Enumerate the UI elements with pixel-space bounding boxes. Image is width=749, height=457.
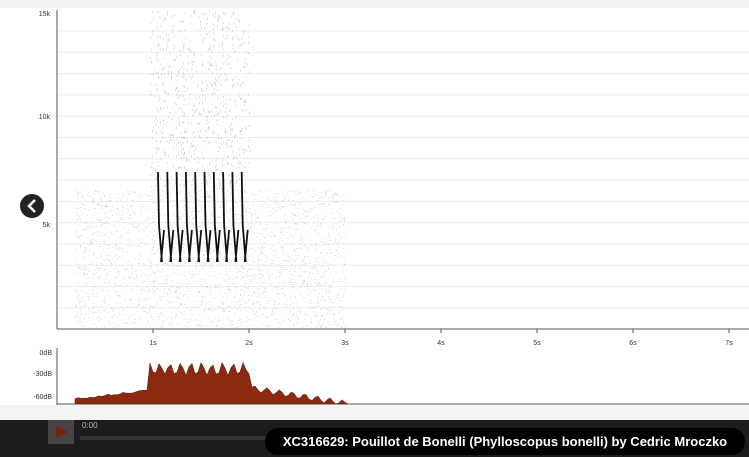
play-icon [56, 426, 68, 438]
x-label: 2s [245, 340, 253, 347]
progress-track [80, 436, 270, 440]
x-label: 7s [725, 340, 733, 347]
x-label: 6s [629, 340, 637, 347]
prev-button[interactable] [18, 192, 46, 220]
noise [75, 10, 346, 329]
x-label: 3s [341, 340, 349, 347]
db-label: -60dB [33, 394, 52, 401]
y-label: 5k [43, 222, 51, 229]
x-label: 1s [149, 340, 157, 347]
x-label: 4s [437, 340, 445, 347]
song-strokes [157, 171, 249, 263]
y-label: 10k [39, 114, 51, 121]
spectrogram-grid [57, 30, 749, 309]
db-label: 0dB [40, 350, 53, 357]
spacer [0, 405, 749, 420]
chevron-icon [27, 199, 36, 213]
caption: XC316629: Pouillot de Bonelli (Phyllosco… [283, 434, 727, 449]
y-labels: 15k 10k 5k [39, 11, 51, 229]
y-label: 15k [39, 11, 51, 18]
time: 0:00 [82, 421, 98, 430]
db-label: -30dB [33, 371, 52, 378]
x-label: 5s [533, 340, 541, 347]
caption-box [265, 428, 745, 455]
spectrogram [75, 10, 346, 329]
waveform [74, 361, 349, 405]
x-labels: 1s 2s 3s 4s 5s 6s 7s [149, 329, 733, 347]
top-strip [0, 0, 749, 8]
